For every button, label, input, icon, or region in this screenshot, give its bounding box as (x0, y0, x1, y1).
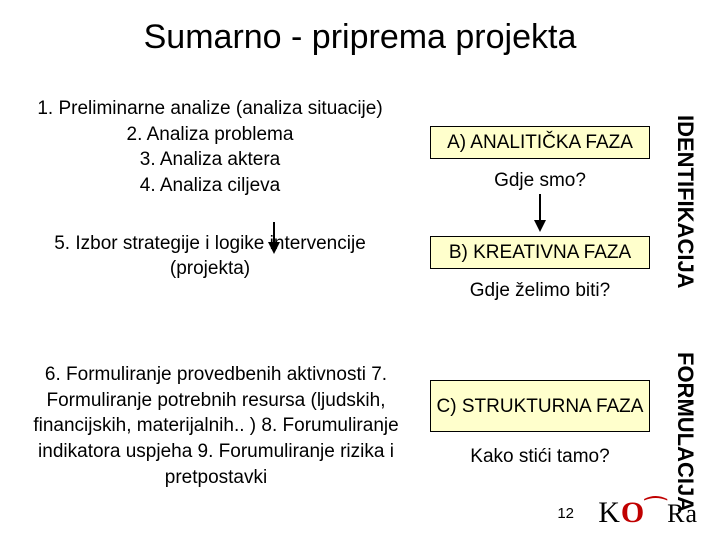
arrow-down-icon (530, 194, 550, 234)
list-item: 9. Forumuliranje rizika i pretpostavki (165, 441, 394, 488)
logo-letter-red: O (621, 496, 645, 529)
left-column: 1. Preliminarne analize (analiza situaci… (20, 96, 400, 282)
list-item: 3. Analiza aktera (20, 147, 400, 173)
phase-box-c: C) STRUKTURNA FAZA (430, 380, 650, 432)
list-formulation: 6. Formuliranje provedbenih aktivnosti 7… (16, 362, 416, 490)
list-item: 5. Izbor strategije i logike intervencij… (54, 233, 366, 280)
arrow-down-icon (264, 222, 284, 256)
slide-title: Sumarno - priprema projekta (0, 18, 720, 57)
logo-letter: R (667, 499, 685, 528)
list-item: 6. Formuliranje provedbenih aktivnosti (45, 364, 366, 385)
page-number: 12 (557, 505, 574, 522)
phase-sub-a: Gdje smo? (430, 170, 650, 192)
phase-sub-b: Gdje želimo biti? (430, 280, 650, 302)
logo-letter: K (598, 496, 621, 529)
slide-root: Sumarno - priprema projekta 1. Prelimina… (0, 0, 720, 540)
logo-letter: a (685, 499, 698, 528)
list-strategy: 5. Izbor strategije i logike intervencij… (20, 231, 400, 282)
list-item: 2. Analiza problema (20, 122, 400, 148)
phase-sub-c: Kako stići tamo? (430, 446, 650, 468)
phase-title: C) STRUKTURNA FAZA (437, 397, 644, 416)
phase-box-b: B) KREATIVNA FAZA (430, 236, 650, 269)
logo-swash-icon: ⁀ (645, 497, 667, 526)
phase-title: A) ANALITIČKA FAZA (447, 132, 633, 153)
list-item: 4. Analiza ciljeva (20, 173, 400, 199)
list-item: 1. Preliminarne analize (analiza situaci… (20, 96, 400, 122)
list-analytic: 1. Preliminarne analize (analiza situaci… (20, 96, 400, 199)
side-label-identifikacija: IDENTIFIKACIJA (672, 115, 698, 315)
phase-box-a: A) ANALITIČKA FAZA (430, 126, 650, 159)
phase-title: B) KREATIVNA FAZA (449, 242, 631, 263)
kora-logo: KO⁀Ra (598, 496, 698, 530)
